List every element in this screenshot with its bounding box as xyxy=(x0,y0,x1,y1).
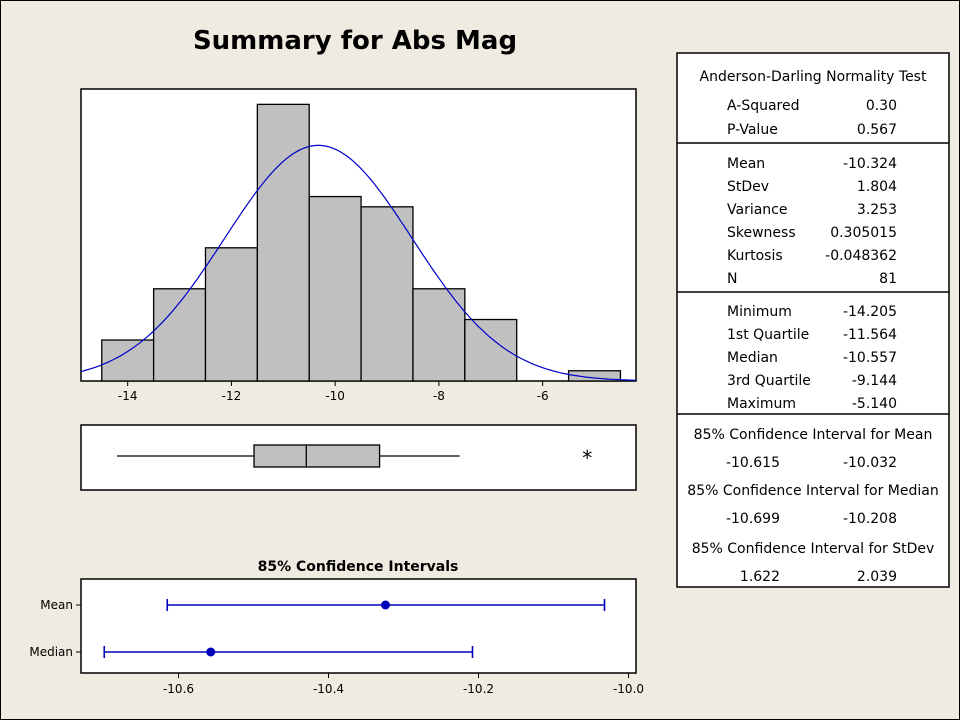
quantile-stat-label: 3rd Quartile xyxy=(727,373,811,389)
x-tick-label: -10 xyxy=(325,389,345,403)
ad-title: Anderson-Darling Normality Test xyxy=(700,69,927,85)
moment-stat-label: StDev xyxy=(727,179,769,195)
moment-stat-value: 81 xyxy=(879,271,897,287)
moment-stat-value: 3.253 xyxy=(857,202,897,218)
quantile-stat-value: -14.205 xyxy=(843,304,897,320)
ci-stat-high: -10.032 xyxy=(843,455,897,471)
statistics-table: Anderson-Darling Normality Test A-Squared… xyxy=(676,52,950,588)
moment-stat-label: N xyxy=(727,271,737,287)
ci-stat-low: -10.699 xyxy=(726,511,780,527)
moment-stat-label: Mean xyxy=(727,156,765,172)
x-tick-label: -8 xyxy=(433,389,445,403)
quantile-stat-label: Maximum xyxy=(727,396,796,412)
stats-box xyxy=(676,52,950,588)
ci-stat-title: 85% Confidence Interval for Median xyxy=(687,483,938,499)
ci-stat-high: -10.208 xyxy=(843,511,897,527)
outlier-marker: * xyxy=(582,446,592,470)
page-title: Summary for Abs Mag xyxy=(193,26,517,56)
histogram-bar xyxy=(567,370,622,382)
ci-stat-low: -10.615 xyxy=(726,455,780,471)
x-tick-label: -10.2 xyxy=(463,682,494,696)
ci-stat-high: 2.039 xyxy=(857,569,897,585)
moment-stat-label: Kurtosis xyxy=(727,248,783,264)
ci-estimate-point xyxy=(381,600,390,610)
histogram-bar xyxy=(101,339,155,382)
ci-stat-low: 1.622 xyxy=(740,569,780,585)
ci-plot-area xyxy=(80,578,637,674)
quantile-stat-label: Minimum xyxy=(727,304,792,320)
histogram-bar xyxy=(464,318,518,382)
moment-stat-label: Variance xyxy=(727,202,787,218)
histogram-bar xyxy=(152,288,207,382)
ci-estimate-point xyxy=(206,647,216,657)
moment-stat-value: -10.324 xyxy=(843,156,897,172)
x-tick-label: -10.4 xyxy=(313,682,344,696)
histogram-bar xyxy=(308,195,362,382)
interquartile-box xyxy=(253,444,381,468)
ad-stat-value: 0.30 xyxy=(866,98,897,114)
histogram-bar xyxy=(204,247,259,382)
ci-row-label: Mean xyxy=(40,598,73,612)
confidence-interval-panel: 85% Confidence Intervals Mean Median -10.6 -… xyxy=(29,559,644,696)
x-tick-label: -10.6 xyxy=(163,682,194,696)
ad-stat-value: 0.567 xyxy=(857,122,897,138)
boxplot-area xyxy=(80,424,637,491)
quantile-stat-value: -5.140 xyxy=(852,396,897,412)
ci-stat-title: 85% Confidence Interval for StDev xyxy=(692,541,935,557)
quantile-stat-value: -11.564 xyxy=(843,327,897,343)
quantile-stat-label: Median xyxy=(727,350,778,366)
ci-stat-title: 85% Confidence Interval for Mean xyxy=(694,427,933,443)
x-tick-label: -10.0 xyxy=(613,682,644,696)
moment-stat-label: Skewness xyxy=(727,225,796,241)
quantile-stat-value: -9.144 xyxy=(852,373,897,389)
boxplot-panel: * xyxy=(80,424,637,491)
normal-fit-curve xyxy=(80,144,637,381)
histogram-bar xyxy=(412,288,466,382)
ad-stat-label: P-Value xyxy=(727,122,778,138)
x-tick-label: -14 xyxy=(118,389,138,403)
histogram-bar xyxy=(360,206,414,382)
ci-row-label: Median xyxy=(29,645,73,659)
x-tick-label: -12 xyxy=(222,389,242,403)
histogram-panel: -14 -12 -10 -8 -6 xyxy=(80,88,637,403)
histogram-bar xyxy=(256,103,310,382)
moment-stat-value: 1.804 xyxy=(857,179,897,195)
quantile-stat-label: 1st Quartile xyxy=(727,327,809,343)
ci-chart-title: 85% Confidence Intervals xyxy=(258,559,459,575)
x-tick-label: -6 xyxy=(537,389,549,403)
moment-stat-value: -0.048362 xyxy=(825,248,897,264)
ad-stat-label: A-Squared xyxy=(727,98,800,114)
quantile-stat-value: -10.557 xyxy=(843,350,897,366)
moment-stat-value: 0.305015 xyxy=(830,225,897,241)
